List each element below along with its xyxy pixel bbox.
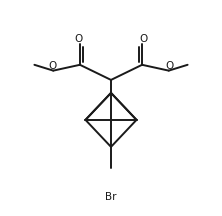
Text: O: O — [75, 34, 83, 44]
Text: O: O — [165, 61, 174, 71]
Text: O: O — [139, 34, 147, 44]
Text: Br: Br — [105, 192, 117, 202]
Text: O: O — [48, 61, 57, 71]
